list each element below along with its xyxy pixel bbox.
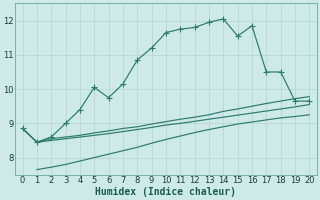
X-axis label: Humidex (Indice chaleur): Humidex (Indice chaleur) — [95, 186, 236, 197]
